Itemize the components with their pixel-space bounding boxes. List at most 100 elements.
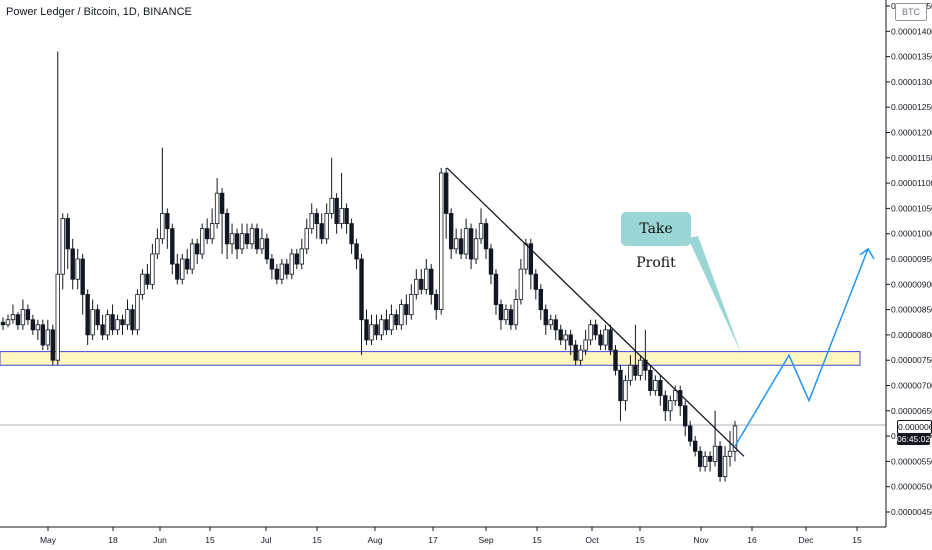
candle xyxy=(528,238,534,290)
support-zone xyxy=(0,351,861,366)
candle xyxy=(30,314,36,335)
candle xyxy=(503,304,509,325)
projection-arrowhead xyxy=(859,247,875,260)
candle-body xyxy=(404,304,409,316)
y-tick-label: 0.00000700 xyxy=(891,381,932,391)
candle xyxy=(553,314,558,340)
candle xyxy=(339,172,344,229)
candle xyxy=(110,304,115,335)
candle xyxy=(294,248,299,270)
candle-body xyxy=(229,233,235,245)
candle-body xyxy=(727,450,733,457)
candle xyxy=(493,269,499,315)
y-tick-label: 0.00000900 xyxy=(891,279,932,289)
candle xyxy=(40,319,46,351)
candle-body xyxy=(150,253,155,285)
candle-body xyxy=(443,172,449,214)
candle-body xyxy=(135,294,140,331)
currency-label[interactable]: BTC xyxy=(895,3,927,21)
candle-body xyxy=(110,314,115,331)
candle-body xyxy=(374,324,379,336)
candle xyxy=(608,324,613,356)
candle-body xyxy=(90,309,95,336)
candle xyxy=(453,228,459,254)
candle xyxy=(195,238,200,265)
candle xyxy=(269,253,275,280)
candle xyxy=(543,304,548,335)
candle xyxy=(394,309,399,330)
candle-body xyxy=(115,319,120,331)
candle-body xyxy=(289,253,295,275)
take-profit-callout[interactable]: Take Profit xyxy=(621,212,691,271)
candle-body xyxy=(145,273,150,285)
candle-body xyxy=(439,172,444,310)
candle-body xyxy=(80,258,85,295)
candle-body xyxy=(20,309,26,326)
candle xyxy=(439,167,444,315)
candle-body xyxy=(30,319,36,331)
candle-body xyxy=(717,445,723,477)
candle xyxy=(45,319,51,351)
candle-body xyxy=(687,425,693,442)
candle xyxy=(234,228,240,259)
candle xyxy=(548,314,553,330)
x-tick-label: 18 xyxy=(108,535,118,545)
candle xyxy=(434,289,439,320)
candle xyxy=(488,243,494,285)
candle-body xyxy=(384,319,389,331)
candle xyxy=(299,238,304,270)
candle-body xyxy=(140,273,145,295)
candle-body xyxy=(429,268,434,295)
candle-body xyxy=(553,319,558,331)
candle-body xyxy=(264,238,270,260)
candle xyxy=(274,264,280,285)
candle xyxy=(364,309,369,346)
candle-body xyxy=(478,223,484,240)
candle-body xyxy=(269,258,275,270)
candle-body xyxy=(513,299,519,326)
candle-body xyxy=(50,329,55,361)
candle xyxy=(130,304,135,335)
candle-body xyxy=(628,364,633,381)
candle xyxy=(578,345,583,366)
candle xyxy=(125,299,130,330)
candle xyxy=(573,339,578,366)
candle-body xyxy=(130,309,135,331)
candle xyxy=(115,314,120,335)
candle-body xyxy=(165,213,170,230)
candle xyxy=(180,253,185,285)
y-tick-label: 0.00001000 xyxy=(891,229,932,239)
candle-body xyxy=(214,192,220,224)
candle xyxy=(319,213,324,244)
candle-body xyxy=(155,238,160,255)
candle xyxy=(458,228,464,259)
x-tick-label: 16 xyxy=(747,535,757,545)
candle-body xyxy=(224,213,230,245)
candle xyxy=(354,238,359,270)
candle-body xyxy=(653,380,658,391)
candle xyxy=(538,284,543,320)
candle-body xyxy=(523,243,529,270)
candle-body xyxy=(468,228,474,260)
candle xyxy=(518,259,524,305)
candle xyxy=(563,329,568,351)
candle xyxy=(70,238,75,290)
candle xyxy=(314,208,319,239)
candle-body xyxy=(329,197,334,214)
candle xyxy=(259,228,265,254)
candle-body xyxy=(369,324,374,341)
candle xyxy=(90,299,95,340)
candle-body xyxy=(279,263,285,280)
x-tick-label: Dec xyxy=(798,535,814,545)
candle xyxy=(140,269,145,300)
candle xyxy=(663,390,668,421)
candle-body xyxy=(508,309,514,326)
candle xyxy=(732,420,738,462)
candle-body xyxy=(199,228,205,255)
candle-body xyxy=(60,218,65,275)
candle xyxy=(593,319,598,340)
candle xyxy=(658,375,663,406)
candle xyxy=(424,259,429,295)
candle-body xyxy=(319,223,324,240)
